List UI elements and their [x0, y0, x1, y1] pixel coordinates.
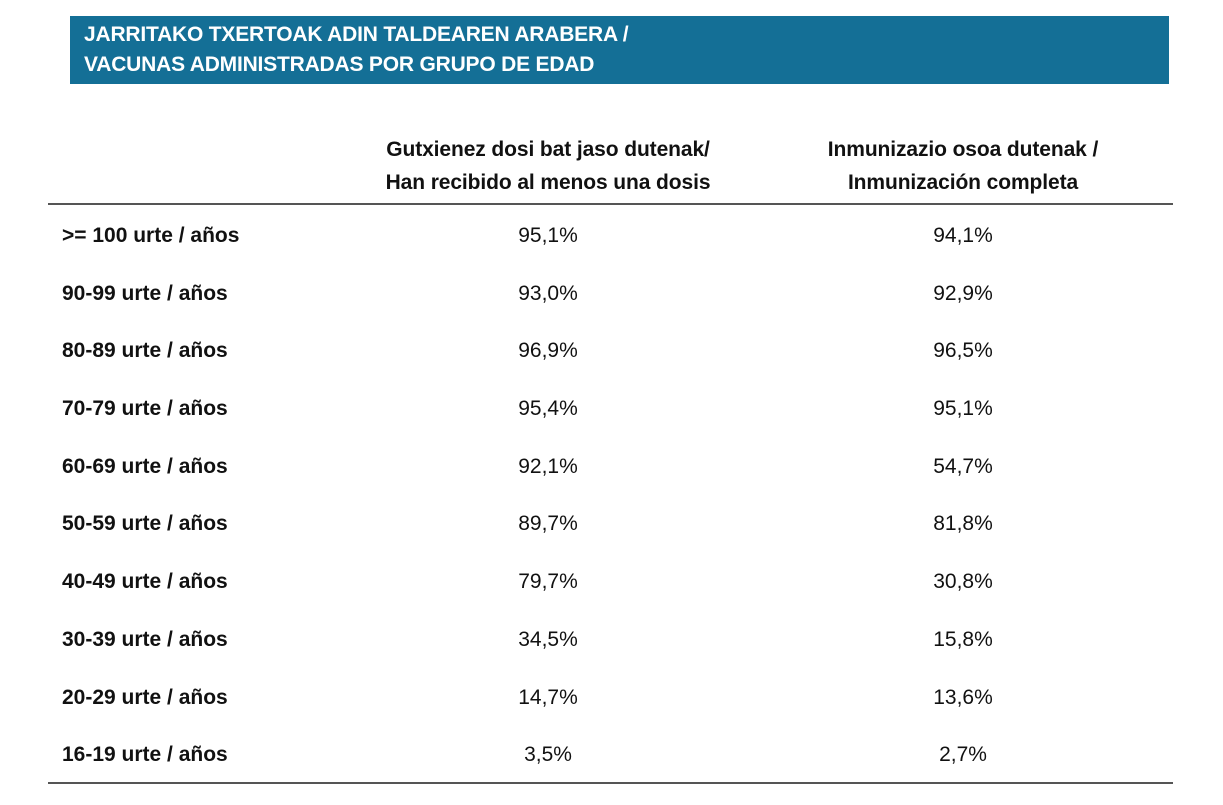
age-group-label: 60-69 urte / años: [62, 454, 228, 478]
table-row: 30-39 urte / años 34,5% 15,8%: [48, 611, 1173, 669]
age-group-label: 20-29 urte / años: [62, 685, 228, 709]
one-dose-value: 92,1%: [518, 454, 578, 478]
complete-value: 30,8%: [933, 570, 993, 594]
table-body: >= 100 urte / años 95,1% 94,1% 90-99 urt…: [48, 207, 1173, 784]
one-dose-value: 3,5%: [524, 743, 572, 767]
age-group-label: >= 100 urte / años: [62, 224, 240, 247]
title-line-spanish: VACUNAS ADMINISTRADAS POR GRUPO DE EDAD: [84, 53, 595, 76]
table-row: 80-89 urte / años 96,9% 96,5%: [48, 322, 1173, 380]
one-dose-value: 95,1%: [518, 224, 578, 247]
one-dose-value: 89,7%: [518, 512, 578, 536]
age-group-label: 16-19 urte / años: [62, 743, 228, 767]
complete-value: 54,7%: [933, 454, 993, 478]
age-group-label: 70-79 urte / años: [62, 397, 228, 421]
one-dose-value: 93,0%: [518, 281, 578, 305]
age-group-label: 30-39 urte / años: [62, 627, 228, 651]
age-group-label: 50-59 urte / años: [62, 512, 228, 536]
table-row: 70-79 urte / años 95,4% 95,1%: [48, 380, 1173, 438]
table-row: 50-59 urte / años 89,7% 81,8%: [48, 495, 1173, 553]
one-dose-value: 34,5%: [518, 627, 578, 651]
age-group-label: 40-49 urte / años: [62, 570, 228, 594]
table-row: 90-99 urte / años 93,0% 92,9%: [48, 265, 1173, 323]
table-row: 16-19 urte / años 3,5% 2,7%: [48, 726, 1173, 784]
complete-value: 92,9%: [933, 281, 993, 305]
age-group-label: 90-99 urte / años: [62, 281, 228, 305]
table-row: 20-29 urte / años 14,7% 13,6%: [48, 669, 1173, 727]
one-dose-value: 79,7%: [518, 570, 578, 594]
complete-value: 94,1%: [933, 224, 993, 247]
column-header-complete-spanish: Inmunización completa: [847, 171, 1079, 194]
age-group-label: 80-89 urte / años: [62, 339, 228, 363]
complete-value: 15,8%: [933, 627, 993, 651]
column-header-complete: Inmunizazio osoa dutenak / Inmunización …: [753, 133, 1173, 199]
table-row: >= 100 urte / años 95,1% 94,1%: [48, 207, 1173, 265]
column-header-one-dose: Gutxienez dosi bat jaso dutenak/ Han rec…: [338, 133, 758, 199]
table-row: 60-69 urte / años 92,1% 54,7%: [48, 438, 1173, 496]
column-header-one-dose-basque: Gutxienez dosi bat jaso dutenak/: [386, 138, 710, 161]
one-dose-value: 95,4%: [518, 397, 578, 421]
complete-value: 96,5%: [933, 339, 993, 363]
title-line-basque: JARRITAKO TXERTOAK ADIN TALDEAREN ARABER…: [84, 23, 629, 46]
complete-value: 81,8%: [933, 512, 993, 536]
table-bottom-divider: [48, 782, 1173, 784]
title-banner: JARRITAKO TXERTOAK ADIN TALDEAREN ARABER…: [70, 16, 1169, 84]
one-dose-value: 96,9%: [518, 339, 578, 363]
column-header-one-dose-spanish: Han recibido al menos una dosis: [385, 171, 711, 194]
table-row: 40-49 urte / años 79,7% 30,8%: [48, 553, 1173, 611]
table-top-divider: [48, 203, 1173, 205]
complete-value: 95,1%: [933, 397, 993, 421]
column-header-complete-basque: Inmunizazio osoa dutenak /: [827, 138, 1099, 161]
complete-value: 13,6%: [933, 685, 993, 709]
complete-value: 2,7%: [939, 743, 987, 767]
one-dose-value: 14,7%: [518, 685, 578, 709]
